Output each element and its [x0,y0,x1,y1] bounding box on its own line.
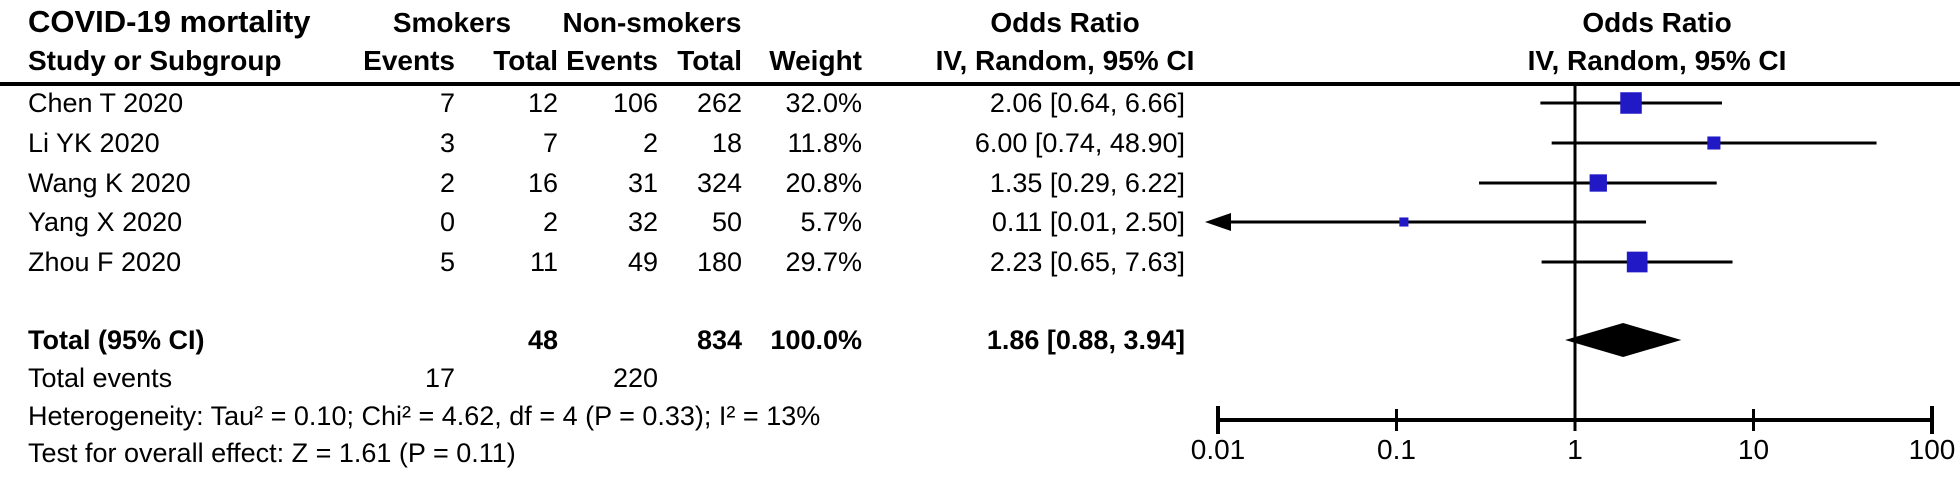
header-divider [0,82,1960,86]
column-events-nonsmokers: Events [566,45,658,76]
tick-label: 0.1 [1377,434,1416,465]
table-row: Chen T 2020 7 12 106 262 32.0% 2.06 [0.6… [0,83,1195,123]
events-nonsmokers: 106 [612,88,658,118]
weight: 11.8% [787,128,862,158]
or-plot-column-subtitle: IV, Random, 95% CI [1527,45,1787,76]
events-smokers: 2 [439,168,455,198]
arrow-left-icon [1205,213,1231,231]
or-marker [1589,174,1607,192]
tick-label: 10 [1738,434,1769,465]
heterogeneity-note: Heterogeneity: Tau² = 0.10; Chi² = 4.62,… [28,401,821,431]
total-smokers: 12 [527,88,558,118]
study-name: Wang K 2020 [28,168,191,198]
or-ci-text: 1.35 [0.29, 6.22] [989,168,1185,198]
events-nonsmokers: 49 [627,247,658,277]
weight: 5.7% [800,207,862,237]
weight: 29.7% [785,247,862,277]
table-row: Wang K 2020 2 16 31 324 20.8% 1.35 [0.29… [0,163,1195,203]
total-events-row: Total events 17 220 [0,358,1195,398]
page-title: COVID-19 mortality [28,4,311,39]
study-name: Li YK 2020 [28,128,160,158]
total-nonsmokers: 180 [696,247,742,277]
forest-plot-svg: 0.01 0.1 1 10 100 [1191,86,1956,465]
total-smokers: 11 [529,247,558,277]
or-marker [1707,136,1721,150]
events-nonsmokers: 31 [627,168,658,198]
or-ci-text: 0.11 [0.01, 2.50] [991,207,1185,237]
events-smokers: 3 [439,128,455,158]
column-group-nonsmokers: Non-smokers [562,7,742,38]
or-text-column-title: Odds Ratio [990,7,1140,38]
total-nonsmokers: 262 [696,88,742,118]
study-name: Yang X 2020 [28,207,183,237]
total-smokers: 16 [527,168,558,198]
total-events-smokers: 17 [424,363,455,393]
events-nonsmokers: 32 [627,207,658,237]
events-smokers: 5 [439,247,455,277]
column-group-smokers: Smokers [392,7,512,38]
total-smokers: 48 [527,325,558,355]
tick-label: 100 [1909,434,1956,465]
column-total-smokers: Total [493,45,558,76]
total-nonsmokers: 324 [696,168,742,198]
or-plot-column-title: Odds Ratio [1582,7,1732,38]
or-text-column-subtitle: IV, Random, 95% CI [935,45,1195,76]
column-weight: Weight [769,45,862,76]
total-nonsmokers: 50 [711,207,742,237]
column-events-smokers: Events [363,45,455,76]
weight: 32.0% [785,88,862,118]
total-events-nonsmokers: 220 [612,363,658,393]
table-row: Yang X 2020 0 2 32 50 5.7% 0.11 [0.01, 2… [0,202,1195,242]
study-name: Zhou F 2020 [28,247,182,277]
events-smokers: 7 [439,88,455,118]
table-row: Zhou F 2020 5 11 49 180 29.7% 2.23 [0.65… [0,242,1195,282]
or-ci-text: 6.00 [0.74, 48.90] [974,128,1185,158]
total-row: Total (95% CI) 48 834 100.0% 1.86 [0.88,… [0,320,1195,360]
or-ci-text: 2.23 [0.65, 7.63] [989,247,1185,277]
events-nonsmokers: 2 [642,128,658,158]
table-row: Li YK 2020 3 7 2 18 11.8% 6.00 [0.74, 48… [0,123,1195,163]
column-total-nonsmokers: Total [677,45,742,76]
tick-label: 1 [1567,434,1583,465]
overall-effect-note: Test for overall effect: Z = 1.61 (P = 0… [28,438,516,468]
total-or-ci-text: 1.86 [0.88, 3.94] [986,325,1185,355]
tick-label: 0.01 [1191,434,1246,465]
total-smokers: 2 [542,207,558,237]
total-weight: 100.0% [770,325,862,355]
total-label: Total (95% CI) [28,325,205,355]
total-smokers: 7 [542,128,558,158]
study-name: Chen T 2020 [28,88,184,118]
total-nonsmokers: 18 [711,128,742,158]
weight: 20.8% [785,168,862,198]
events-smokers: 0 [439,207,455,237]
summary-diamond [1565,323,1682,357]
or-marker [1626,251,1648,273]
column-study: Study or Subgroup [28,45,282,76]
or-marker [1620,92,1642,114]
or-ci-text: 2.06 [0.64, 6.66] [989,88,1185,118]
or-marker [1399,217,1409,227]
total-nonsmokers: 834 [696,325,742,355]
total-events-label: Total events [28,363,173,393]
